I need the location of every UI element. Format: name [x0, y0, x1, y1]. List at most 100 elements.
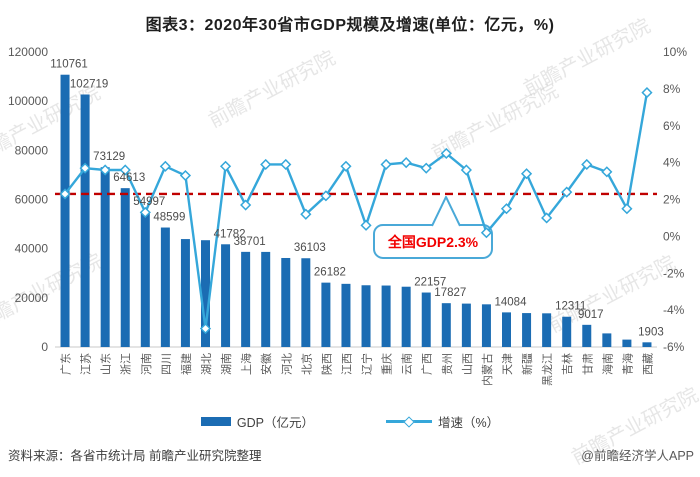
growth-marker — [601, 166, 613, 178]
legend-gdp-label: GDP（亿元） — [236, 416, 314, 430]
growth-marker — [440, 147, 452, 159]
category-label: 江西 — [340, 353, 353, 375]
gdp-bar — [100, 167, 110, 347]
gdp-bar — [281, 257, 291, 347]
gdp-bar — [321, 282, 331, 347]
growth-marker — [199, 322, 212, 335]
gdp-bar — [180, 239, 190, 347]
bar-value-label: 12311 — [555, 301, 586, 313]
growth-marker — [320, 190, 332, 202]
category-label: 吉林 — [560, 353, 574, 375]
right-axis-tick: 8% — [663, 82, 681, 96]
source-note: 资料来源：各省市统计局 前瞻产业研究院整理 — [8, 449, 262, 463]
gdp-bar — [120, 188, 130, 347]
growth-marker — [119, 164, 131, 176]
growth-marker — [621, 203, 633, 215]
growth-marker — [280, 158, 292, 171]
category-label: 江苏 — [80, 353, 93, 375]
growth-marker — [179, 169, 192, 182]
growth-marker — [340, 160, 352, 172]
category-label: 福建 — [179, 353, 193, 375]
category-label: 贵州 — [441, 353, 454, 375]
category-label: 广东 — [60, 353, 73, 375]
gdp-bar — [140, 211, 150, 347]
growth-marker — [99, 164, 111, 176]
bar-value-label: 48599 — [153, 212, 185, 224]
bar-value-label: 22157 — [414, 277, 446, 289]
gdp-bar — [622, 339, 632, 347]
annotation-label: 全国GDP2.3% — [387, 234, 479, 250]
right-axis-tick: -2% — [663, 266, 685, 280]
gdp-bar — [221, 244, 231, 347]
growth-marker — [380, 158, 392, 171]
gdp-bar — [301, 258, 311, 347]
growth-marker — [641, 86, 653, 99]
growth-marker — [520, 168, 533, 180]
category-label: 湖南 — [220, 353, 233, 375]
watermark-text: 前瞻产业研究院 — [205, 46, 339, 132]
gdp-bar — [602, 333, 612, 347]
right-axis-tick: 6% — [663, 119, 681, 133]
bar-value-label: 17827 — [434, 287, 466, 299]
growth-line-swatch — [385, 415, 432, 428]
bar-value-label: 64613 — [113, 172, 145, 184]
legend-item-growth: 增速（%） — [385, 412, 500, 431]
category-label: 陕西 — [319, 353, 333, 375]
right-axis-tick: -6% — [663, 340, 685, 354]
credit-note: @前瞻经济学人APP — [581, 449, 694, 463]
gdp-bar — [562, 316, 572, 347]
bar-value-label: 1903 — [638, 326, 664, 338]
legend-growth-label: 增速（%） — [437, 416, 500, 430]
gdp-bar — [461, 303, 471, 347]
gdp-bar — [341, 283, 351, 347]
gdp-bar — [60, 74, 70, 348]
category-label: 浙江 — [120, 353, 133, 375]
left-axis-tick: 40000 — [15, 242, 49, 256]
category-label: 青海 — [620, 353, 634, 375]
growth-marker — [480, 227, 493, 239]
left-axis-tick: 80000 — [15, 143, 49, 157]
gdp-bar — [201, 240, 210, 347]
growth-line — [63, 91, 649, 330]
gdp-bar — [642, 342, 652, 347]
diamond-marker-icon — [403, 415, 415, 428]
left-axis-tick: 100000 — [8, 94, 48, 108]
growth-marker — [300, 208, 312, 220]
bar-value-label: 9017 — [578, 309, 604, 321]
category-label: 广西 — [421, 353, 434, 375]
growth-marker — [420, 162, 432, 174]
bar-value-label: 41782 — [214, 228, 246, 240]
category-label: 甘肃 — [581, 353, 594, 375]
gdp-bar — [542, 313, 552, 347]
growth-marker — [139, 206, 151, 218]
growth-marker — [460, 164, 472, 176]
gdp-bar-swatch — [200, 417, 231, 426]
left-axis-tick: 20000 — [15, 291, 49, 305]
growth-marker — [159, 160, 171, 172]
right-axis-tick: 2% — [663, 193, 681, 207]
legend-item-gdp: GDP（亿元） — [200, 412, 314, 431]
gdp-bar — [80, 94, 90, 348]
growth-marker — [400, 157, 412, 169]
left-axis-tick: 120000 — [8, 45, 48, 59]
category-label: 山西 — [461, 353, 474, 375]
growth-marker — [260, 158, 272, 171]
category-label: 辽宁 — [360, 353, 374, 375]
bar-value-label: 38701 — [234, 236, 266, 248]
category-label: 云南 — [401, 353, 414, 375]
category-label: 西藏 — [641, 353, 654, 375]
gdp-bar — [481, 304, 491, 347]
gdp-bar — [361, 285, 371, 347]
growth-marker — [59, 188, 71, 200]
category-label: 湖北 — [200, 353, 213, 375]
chart-title: 图表3：2020年30省市GDP规模及增速(单位：亿元，%) — [145, 17, 555, 34]
category-label: 新疆 — [520, 353, 534, 375]
category-label: 内蒙古 — [480, 353, 494, 386]
gdp-bar — [582, 324, 592, 347]
left-axis-tick: 60000 — [15, 193, 49, 207]
bar-value-label: 110761 — [50, 59, 88, 71]
right-axis-tick: 0% — [663, 229, 681, 243]
category-label: 河北 — [280, 353, 293, 375]
